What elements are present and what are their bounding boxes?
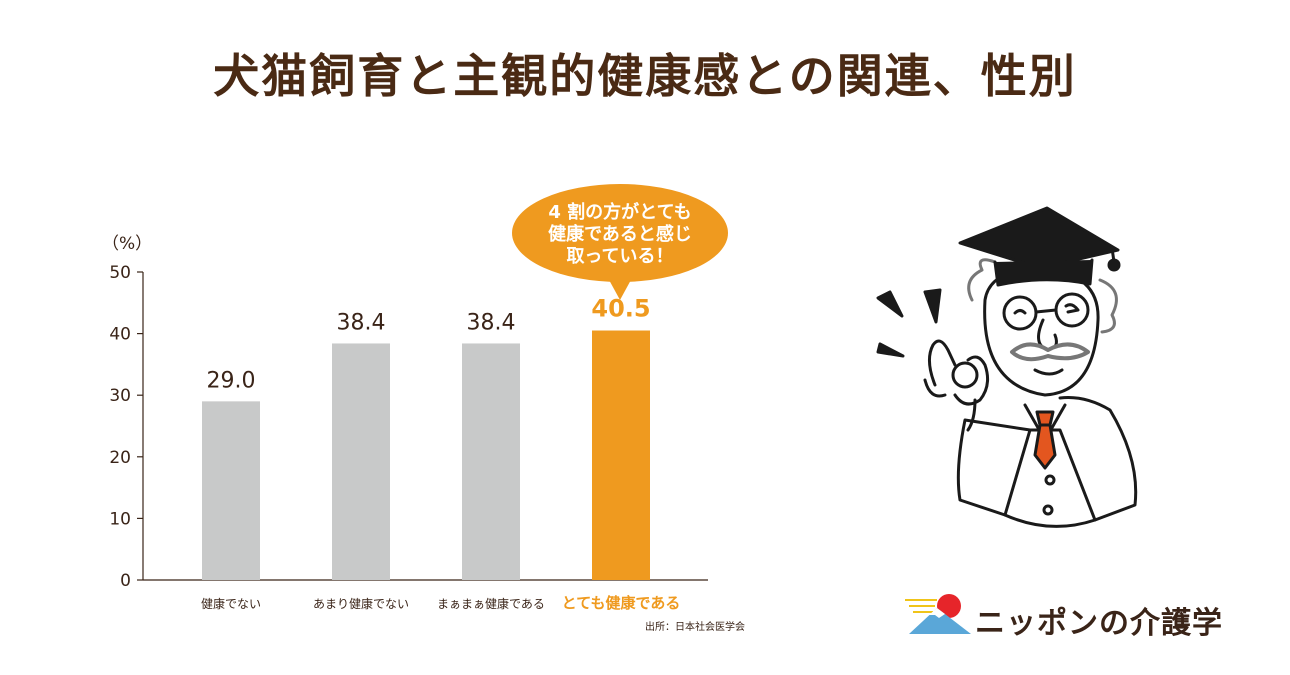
callout-pointer xyxy=(608,278,632,300)
mount-fuji-icon xyxy=(905,594,971,634)
bar-highlight xyxy=(592,330,650,580)
source-label: 出所：日本社会医学会 xyxy=(645,620,745,633)
category-label: まぁまぁ健康である xyxy=(437,596,545,611)
callout-text-line: 健康であると感じ xyxy=(548,223,692,245)
y-tick-label: 30 xyxy=(109,386,131,406)
bar xyxy=(332,343,390,580)
logo-text: ニッポンの介護学 xyxy=(975,606,1223,641)
bar xyxy=(462,343,520,580)
bar xyxy=(202,401,260,580)
y-tick-label: 20 xyxy=(109,448,131,468)
y-tick-label: 0 xyxy=(120,571,131,591)
callout-text-line: 4 割の方がとても xyxy=(548,201,691,223)
value-label: 38.4 xyxy=(337,310,386,335)
value-label: 40.5 xyxy=(591,295,650,323)
value-label: 38.4 xyxy=(467,310,516,335)
value-label: 29.0 xyxy=(207,368,256,393)
y-unit-label: （%） xyxy=(102,234,152,254)
bars xyxy=(202,330,650,580)
chart-title: 犬猫飼育と主観的健康感との関連、性別 xyxy=(213,49,1077,103)
y-tick-label: 10 xyxy=(109,509,131,529)
y-tick-label: 40 xyxy=(109,325,131,345)
category-label: あまり健康でない xyxy=(313,596,409,611)
axes: 0 10 20 30 40 50 （%） xyxy=(102,234,708,591)
y-tick-label: 50 xyxy=(109,263,131,283)
labels: 29.0 健康でない 38.4 あまり健康でない 38.4 まぁまぁ健康である 40.5 とて… xyxy=(201,295,745,633)
site-logo: ニッポンの介護学 xyxy=(905,592,1265,642)
callout-ellipse xyxy=(512,184,728,282)
callout-text-line: 取っている！ xyxy=(566,246,673,267)
category-label: とても健康である xyxy=(562,594,681,612)
professor-ok-sign-illustration xyxy=(876,206,1138,528)
category-label: 健康でない xyxy=(201,596,261,611)
